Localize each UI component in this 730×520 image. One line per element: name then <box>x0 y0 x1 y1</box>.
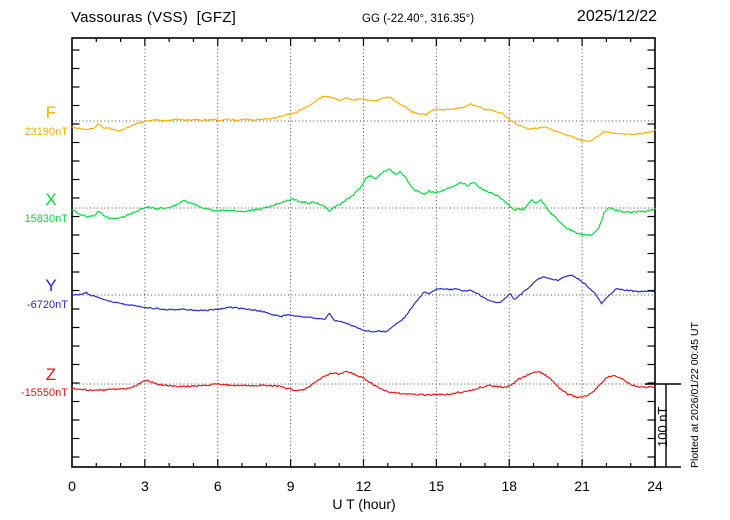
trace-F <box>71 95 656 143</box>
scale-bar <box>645 383 681 468</box>
plot-date: 2025/12/22 <box>576 8 657 25</box>
x-tick-label: 15 <box>428 478 445 494</box>
channel-baseline-x: 15830nT <box>24 213 68 225</box>
x-tick-label: 24 <box>647 478 663 494</box>
x-tick-label: 0 <box>68 478 76 494</box>
trace-Y <box>71 274 656 333</box>
channel-label-z: Z <box>45 365 57 384</box>
station-title: Vassouras (VSS) [GFZ] <box>71 9 236 26</box>
x-tick-label: 18 <box>501 478 518 494</box>
x-tick-label: 9 <box>286 478 295 494</box>
x-tick-label: 3 <box>140 478 149 494</box>
trace-Z <box>71 370 656 399</box>
x-tick-label: 21 <box>574 478 590 494</box>
channel-baseline-y: -6720nT <box>27 299 68 311</box>
plotted-at-note: Plotted at 2026/01/22 00:45 UT <box>689 322 701 468</box>
channel-baseline-f: 23190nT <box>24 126 68 138</box>
channel-label-y: Y <box>45 276 57 295</box>
trace-X <box>71 168 656 237</box>
scale-bar-label: 100 nT <box>655 406 670 447</box>
plot-frame <box>71 37 656 468</box>
channel-baseline-z: -15550nT <box>20 387 68 399</box>
x-tick-label: 12 <box>355 478 372 494</box>
x-axis-title: U T (hour) <box>332 496 396 512</box>
x-tick-label: 6 <box>213 478 222 494</box>
channel-label-f: F <box>45 103 57 122</box>
channel-label-x: X <box>45 190 57 209</box>
gg-coordinates: GG (-22.40°, 316.35°) <box>362 13 475 25</box>
